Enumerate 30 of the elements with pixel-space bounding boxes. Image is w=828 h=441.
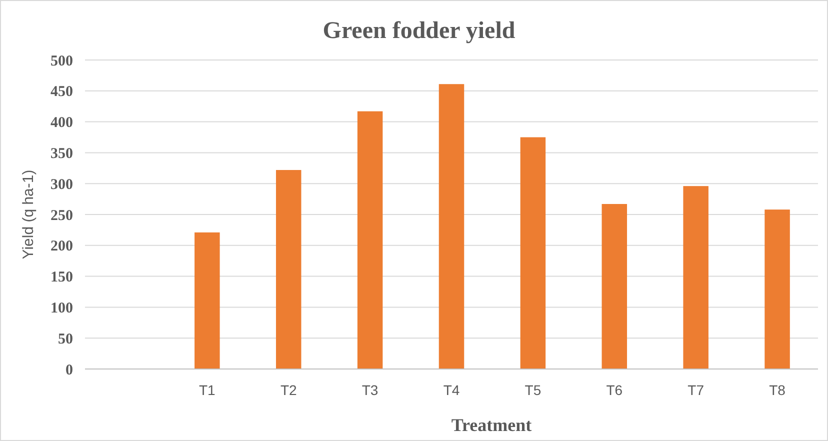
bar bbox=[438, 84, 464, 369]
bar bbox=[194, 232, 220, 369]
y-tick-label: 450 bbox=[50, 84, 73, 100]
chart-title: Green fodder yield bbox=[322, 18, 516, 44]
y-tick-label: 400 bbox=[50, 115, 73, 132]
x-tick-label: T2 bbox=[280, 382, 297, 398]
y-axis-title: Yield (q ha-1) bbox=[20, 170, 37, 260]
y-tick-label: 50 bbox=[58, 331, 73, 348]
bar bbox=[602, 204, 628, 369]
y-tick-label: 0 bbox=[66, 362, 73, 378]
x-tick-label: T3 bbox=[362, 382, 378, 398]
y-tick-label: 350 bbox=[50, 146, 73, 162]
x-tick-label: T6 bbox=[606, 382, 623, 398]
x-axis-title: Treatment bbox=[451, 415, 532, 435]
x-tick-label: T7 bbox=[688, 382, 704, 398]
bar bbox=[276, 170, 302, 369]
bar bbox=[520, 137, 546, 369]
y-tick-label: 500 bbox=[50, 53, 73, 70]
bar bbox=[683, 186, 708, 369]
y-tick-label: 150 bbox=[50, 270, 73, 286]
x-tick-label: T1 bbox=[198, 382, 216, 398]
bar bbox=[357, 111, 383, 369]
y-tick-label: 100 bbox=[50, 300, 73, 316]
x-tick-label: T4 bbox=[443, 382, 460, 398]
y-tick-label: 200 bbox=[50, 238, 73, 255]
y-tick-label: 250 bbox=[50, 208, 73, 224]
bar bbox=[764, 210, 790, 369]
x-tick-label: T5 bbox=[524, 382, 542, 398]
x-tick-label: T8 bbox=[769, 382, 786, 398]
y-tick-label: 300 bbox=[50, 176, 73, 193]
